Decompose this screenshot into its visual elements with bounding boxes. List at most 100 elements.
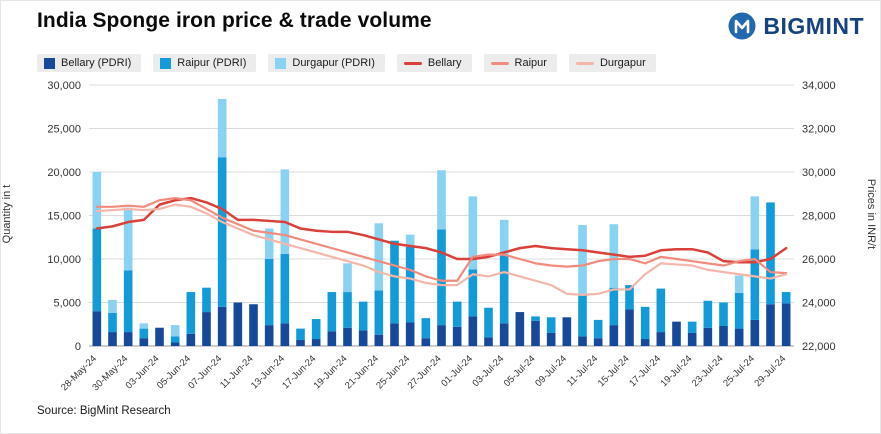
bar-segment <box>562 317 572 346</box>
bar-segment <box>734 275 744 293</box>
bar-segment <box>358 330 368 346</box>
source-note: Source: BigMint Research <box>37 405 171 417</box>
bar-segment <box>499 323 509 346</box>
bar-segment <box>546 332 556 346</box>
bar-segment <box>296 339 305 346</box>
bar-segment <box>593 319 603 339</box>
bar-segment <box>609 287 619 326</box>
price-line <box>95 196 788 282</box>
legend: Bellary (PDRI) Raipur (PDRI) Durgapur (PDR… <box>37 54 668 72</box>
bigmint-logo-text: BIGMINT <box>763 12 864 39</box>
legend-item-durgapur-pdri: Durgapur (PDRI) <box>268 54 385 72</box>
bar-segment <box>327 292 337 332</box>
left-axis-tick: 15,000 <box>47 211 81 223</box>
bar-segment <box>640 339 650 346</box>
bar-segment <box>672 321 681 346</box>
left-axis-tick: 25,000 <box>47 124 81 136</box>
bar-segment <box>108 312 117 333</box>
bar-segment <box>202 312 211 346</box>
legend-item-raipur: Raipur <box>483 54 557 72</box>
right-axis-tick: 24,000 <box>802 298 836 310</box>
bar-segment <box>656 288 666 333</box>
bar-segment <box>719 302 728 326</box>
bar-segment <box>186 292 196 334</box>
x-axis-tick: 07-Jun-24 <box>186 353 224 391</box>
bar-segment <box>92 172 102 229</box>
right-axis-tick: 28,000 <box>802 211 836 223</box>
bar-segment <box>374 334 384 346</box>
x-axis-tick: 29-Jul-24 <box>753 353 789 389</box>
bar-series-swatch <box>160 57 172 69</box>
left-axis-tick: 10,000 <box>47 254 81 266</box>
bar-segment <box>781 303 791 346</box>
bar-segment <box>750 249 760 320</box>
bar-segment <box>108 332 117 346</box>
price-line <box>95 196 788 264</box>
bigmint-logo-icon <box>728 12 756 40</box>
line-series-swatch <box>575 61 594 65</box>
bar-segment <box>92 228 102 312</box>
legend-label: Bellary (PDRI) <box>61 57 132 69</box>
x-axis-tick: 17-Jul-24 <box>627 353 663 389</box>
bar-segment <box>405 322 415 346</box>
bar-segment <box>421 318 431 339</box>
bar-segment <box>123 332 133 346</box>
bar-segment <box>484 307 493 338</box>
bar-segment <box>358 301 368 331</box>
right-axis-tick: 32,000 <box>802 124 836 136</box>
bar-segment <box>139 338 149 346</box>
bar-segment <box>202 287 211 313</box>
line-series-swatch <box>403 61 422 65</box>
bar-segment <box>703 327 713 346</box>
bar-segment <box>593 338 603 346</box>
left-axis-tick: 30,000 <box>47 80 81 92</box>
bar-segment <box>531 316 540 321</box>
legend-item-durgapur: Durgapur <box>568 54 656 72</box>
bar-segment <box>687 332 697 346</box>
bar-segment <box>625 285 634 310</box>
bar-segment <box>578 225 587 294</box>
bar-segment <box>139 323 149 329</box>
bar-segment <box>343 327 352 346</box>
bar-segment <box>374 290 384 335</box>
bar-segment <box>437 170 446 230</box>
bar-segment <box>343 263 352 293</box>
bar-segment <box>421 338 431 346</box>
bar-segment <box>374 223 384 291</box>
bar-segment <box>437 229 446 326</box>
x-axis-tick: 05-Jul-24 <box>502 353 538 389</box>
line-series-swatch <box>490 61 509 65</box>
bar-segment <box>139 328 149 339</box>
bar-segment <box>217 306 227 346</box>
price-line <box>95 203 788 296</box>
bar-segment <box>687 321 697 333</box>
bar-segment <box>155 327 164 346</box>
legend-label: Durgapur <box>599 57 646 69</box>
legend-label: Bellary <box>427 57 462 69</box>
bar-segment <box>750 319 760 346</box>
bar-segment <box>264 259 274 326</box>
bar-segment <box>452 301 462 327</box>
bar-segment <box>233 302 243 346</box>
bar-segment <box>280 323 290 346</box>
bar-segment <box>531 320 540 346</box>
bar-segment <box>123 270 133 333</box>
bar-segment <box>264 228 274 259</box>
bar-segment <box>499 254 509 324</box>
legend-label: Raipur (PDRI) <box>177 57 247 69</box>
bar-segment <box>405 234 415 247</box>
legend-item-bellary: Bellary <box>396 54 472 72</box>
legend-label: Raipur <box>514 57 547 69</box>
chart-plot: 0 5,000 10,000 15,000 20,000 25,000 30,000 22,0… <box>47 80 836 393</box>
bar-segment <box>390 240 399 324</box>
bar-segment <box>625 309 634 346</box>
left-axis-tick: 5,000 <box>53 298 81 310</box>
bar-segment <box>468 269 478 317</box>
bar-segment <box>311 319 321 340</box>
chart-title: India Sponge iron price & trade volume <box>37 9 432 32</box>
bar-segment <box>170 325 180 337</box>
bar-segment <box>296 328 305 340</box>
right-axis-title: Prices in INR/t <box>865 178 877 250</box>
bar-segment <box>217 157 227 307</box>
